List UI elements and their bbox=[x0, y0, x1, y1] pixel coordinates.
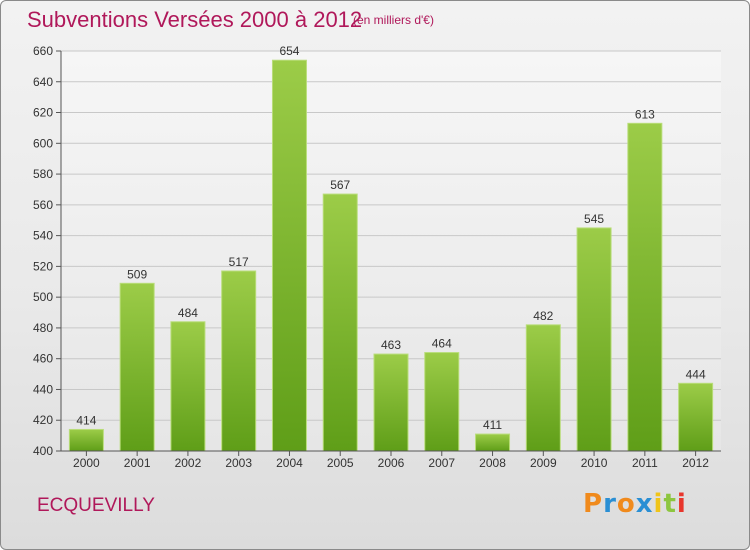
logo-letter: P bbox=[583, 489, 604, 519]
chart-subtitle: (en milliers d'€) bbox=[353, 13, 434, 27]
data-label: 484 bbox=[178, 306, 198, 320]
bar-2008 bbox=[475, 433, 511, 452]
x-tick-label: 2006 bbox=[378, 456, 405, 470]
y-tick-label: 560 bbox=[33, 198, 53, 212]
y-tick-label: 600 bbox=[33, 136, 53, 150]
logo-letter: r bbox=[603, 489, 617, 519]
y-tick-label: 640 bbox=[33, 75, 53, 89]
y-tick-label: 420 bbox=[33, 413, 53, 427]
logo-letter: x bbox=[635, 489, 654, 519]
x-tick-label: 2004 bbox=[276, 456, 303, 470]
bar-2012 bbox=[678, 382, 714, 452]
x-tick-label: 2010 bbox=[581, 456, 608, 470]
bar-2007 bbox=[424, 352, 460, 452]
y-axis: 400 420 440 460 480 500 520 540 560 580 600 620 640 6… bbox=[33, 44, 62, 458]
y-tick-label: 540 bbox=[33, 229, 53, 243]
logo-letter: t bbox=[663, 489, 677, 519]
x-tick-label: 2007 bbox=[428, 456, 455, 470]
x-tick-label: 2011 bbox=[632, 456, 658, 470]
y-tick-label: 480 bbox=[33, 321, 53, 335]
data-label: 654 bbox=[279, 44, 299, 58]
proxiti-logo: Proxiti bbox=[583, 489, 687, 519]
bar-2009 bbox=[525, 324, 561, 452]
data-label: 444 bbox=[686, 367, 706, 381]
logo-letter: i bbox=[676, 489, 687, 519]
bar-2005 bbox=[322, 193, 358, 452]
bar-2001 bbox=[119, 282, 155, 452]
data-label: 567 bbox=[330, 178, 350, 192]
bars: 414 509 484 517 654 567 463 464 411 482 545 613 444 bbox=[68, 44, 714, 452]
bar-2006 bbox=[373, 353, 409, 452]
x-axis: 2000 2001 2002 2003 2004 2005 2006 2007 2008 2009… bbox=[61, 450, 721, 470]
logo-letter: o bbox=[616, 489, 636, 519]
data-label: 613 bbox=[635, 107, 655, 121]
bar-2004 bbox=[271, 59, 307, 452]
data-label: 509 bbox=[127, 267, 147, 281]
x-tick-label: 2005 bbox=[327, 456, 354, 470]
y-tick-label: 660 bbox=[33, 44, 53, 58]
data-label: 517 bbox=[229, 255, 249, 269]
x-tick-label: 2002 bbox=[175, 456, 202, 470]
y-tick-label: 400 bbox=[33, 444, 53, 458]
data-label: 545 bbox=[584, 212, 604, 226]
data-label: 411 bbox=[483, 418, 502, 432]
y-tick-label: 620 bbox=[33, 106, 53, 120]
bar-chart: 400 420 440 460 480 500 520 540 560 580 600 620 640 6… bbox=[33, 44, 721, 470]
bar-2003 bbox=[221, 270, 257, 452]
chart-title: Subventions Versées 2000 à 2012 bbox=[27, 7, 363, 32]
bar-2000 bbox=[68, 428, 104, 452]
x-tick-label: 2012 bbox=[682, 456, 709, 470]
data-label: 414 bbox=[76, 413, 96, 427]
logo-letter: i bbox=[653, 489, 664, 519]
y-tick-label: 520 bbox=[33, 259, 53, 273]
x-tick-label: 2003 bbox=[225, 456, 252, 470]
data-label: 464 bbox=[432, 337, 452, 351]
data-label: 463 bbox=[381, 338, 401, 352]
y-tick-label: 460 bbox=[33, 352, 53, 366]
x-tick-label: 2001 bbox=[124, 456, 151, 470]
bar-2010 bbox=[576, 227, 612, 452]
y-tick-label: 580 bbox=[33, 167, 53, 181]
data-label: 482 bbox=[533, 309, 553, 323]
bar-2002 bbox=[170, 321, 206, 452]
x-tick-label: 2008 bbox=[479, 456, 506, 470]
commune-name: ECQUEVILLY bbox=[37, 495, 155, 516]
bar-2011 bbox=[627, 122, 663, 452]
x-tick-label: 2009 bbox=[530, 456, 557, 470]
y-tick-label: 440 bbox=[33, 382, 53, 396]
y-tick-label: 500 bbox=[33, 290, 53, 304]
x-tick-label: 2000 bbox=[73, 456, 100, 470]
